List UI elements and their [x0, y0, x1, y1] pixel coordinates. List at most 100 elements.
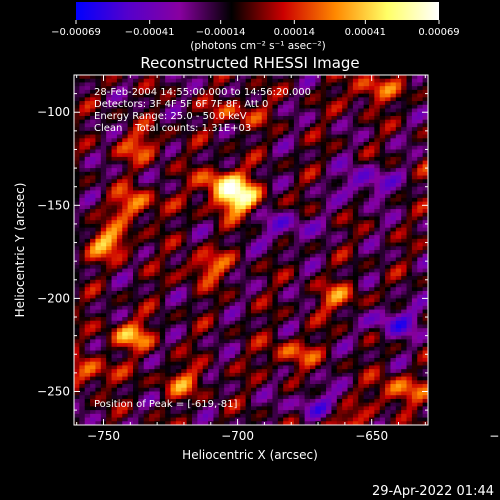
- heatmap-cell: [304, 227, 311, 232]
- heatmap-cell: [79, 372, 86, 377]
- heatmap-cell: [213, 130, 220, 135]
- heatmap-cell: [293, 335, 300, 340]
- heatmap-cell: [74, 261, 80, 266]
- heatmap-cell: [352, 357, 359, 363]
- heatmap-cell: [299, 82, 306, 87]
- heatmap-cell: [347, 209, 354, 214]
- heatmap-cell: [304, 406, 311, 411]
- heatmap-cell: [197, 402, 204, 407]
- heatmap-cell: [143, 242, 150, 247]
- heatmap-cell: [149, 75, 155, 80]
- heatmap-cell: [224, 197, 230, 202]
- heatmap-cell: [352, 410, 359, 415]
- heatmap-cell: [310, 160, 316, 165]
- heatmap-cell: [116, 171, 123, 176]
- heatmap-cell: [192, 82, 198, 87]
- heatmap-cell: [79, 231, 86, 236]
- heatmap-cell: [336, 354, 343, 359]
- heatmap-cell: [138, 343, 145, 348]
- heatmap-cell: [181, 372, 188, 377]
- heatmap-cell: [352, 104, 359, 109]
- heatmap-cell: [326, 238, 332, 243]
- heatmap-cell: [133, 209, 139, 214]
- heatmap-cell: [192, 119, 198, 124]
- heatmap-cell: [326, 205, 332, 210]
- heatmap-cell: [170, 287, 177, 292]
- heatmap-cell: [79, 145, 86, 150]
- heatmap-cell: [165, 268, 171, 273]
- heatmap-cell: [336, 186, 343, 191]
- heatmap-cell: [149, 223, 155, 229]
- heatmap-cell: [165, 417, 171, 422]
- heatmap-cell: [304, 298, 311, 303]
- heatmap-cell: [352, 402, 359, 407]
- heatmap-cell: [202, 313, 209, 318]
- heatmap-cell: [79, 119, 86, 124]
- heatmap-cell: [192, 205, 198, 210]
- heatmap-cell: [288, 283, 295, 288]
- heatmap-cell: [267, 235, 273, 240]
- heatmap-cell: [315, 350, 322, 355]
- colorbar-tick-label: 0.00041: [345, 27, 386, 38]
- heatmap-cell: [277, 205, 284, 210]
- heatmap-cell: [159, 182, 166, 188]
- heatmap-cell: [74, 305, 80, 310]
- heatmap-cell: [272, 324, 279, 329]
- heatmap-cell: [234, 387, 241, 392]
- heatmap-cell: [127, 227, 134, 232]
- heatmap-cell: [79, 410, 86, 415]
- heatmap-cell: [347, 220, 354, 225]
- heatmap-cell: [90, 328, 96, 333]
- heatmap-cell: [74, 231, 80, 236]
- heatmap-cell: [79, 164, 86, 169]
- heatmap-cell: [347, 309, 354, 314]
- heatmap-cell: [331, 104, 338, 109]
- heatmap-cell: [79, 268, 86, 273]
- heatmap-cell: [192, 160, 198, 165]
- heatmap-cell: [202, 186, 209, 191]
- heatmap-cell: [293, 209, 300, 214]
- heatmap-cell: [293, 238, 300, 243]
- heatmap-cell: [245, 387, 252, 392]
- heatmap-cell: [331, 238, 338, 243]
- heatmap-cell: [133, 257, 139, 262]
- heatmap-cell: [315, 142, 322, 147]
- heatmap-cell: [234, 142, 241, 147]
- heatmap-cell: [267, 339, 273, 344]
- heatmap-cell: [170, 417, 177, 422]
- heatmap-cell: [116, 317, 123, 322]
- heatmap-cell: [336, 320, 343, 325]
- heatmap-cell: [251, 279, 257, 284]
- heatmap-cell: [310, 86, 316, 91]
- heatmap-cell: [283, 186, 289, 191]
- heatmap-cell: [272, 264, 279, 270]
- heatmap-cell: [84, 119, 91, 124]
- heatmap-cell: [347, 410, 354, 415]
- heatmap-cell: [159, 168, 166, 173]
- heatmap-cell: [122, 82, 129, 87]
- heatmap-cell: [347, 257, 354, 262]
- heatmap-cell: [288, 357, 295, 363]
- heatmap-cell: [170, 317, 177, 322]
- heatmap-cell: [342, 220, 348, 225]
- heatmap-cell: [165, 264, 171, 270]
- heatmap-cell: [315, 153, 322, 158]
- heatmap-cell: [143, 86, 150, 91]
- heatmap-cell: [74, 354, 80, 359]
- heatmap-cell: [149, 197, 155, 202]
- heatmap-cell: [261, 406, 268, 411]
- heatmap-cell: [127, 171, 134, 176]
- heatmap-cell: [100, 104, 107, 109]
- heatmap-cell: [288, 302, 295, 307]
- heatmap-cell: [320, 142, 327, 147]
- heatmap-cell: [240, 182, 247, 188]
- heatmap-cell: [218, 130, 225, 135]
- heatmap-cell: [277, 268, 284, 273]
- heatmap-cell: [331, 283, 338, 288]
- heatmap-cell: [111, 194, 118, 199]
- heatmap-cell: [192, 75, 198, 80]
- heatmap-cell: [342, 268, 348, 273]
- heatmap-cell: [170, 384, 177, 389]
- heatmap-cell: [133, 253, 139, 258]
- heatmap-cell: [90, 395, 96, 400]
